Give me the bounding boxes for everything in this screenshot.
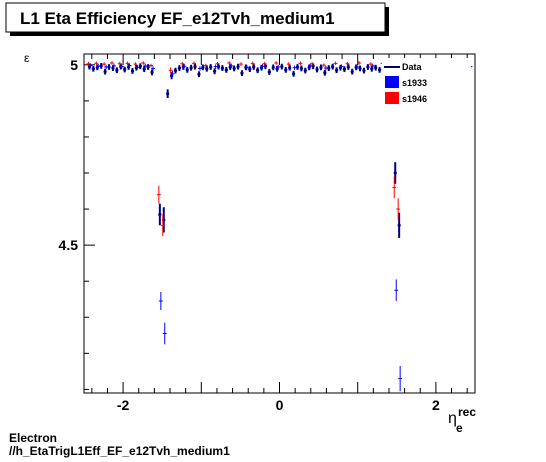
data-point xyxy=(138,64,142,68)
data-point xyxy=(248,67,252,71)
data-point xyxy=(91,67,95,71)
data-point xyxy=(150,70,154,74)
data-point xyxy=(197,72,201,76)
data-point xyxy=(331,65,335,69)
data-point xyxy=(256,68,260,72)
data-point xyxy=(327,66,331,70)
data-point xyxy=(224,68,228,72)
legend-label-s1933: s1933 xyxy=(402,78,427,88)
footer-line-1: Electron xyxy=(9,431,58,445)
data-point xyxy=(334,68,339,72)
data-point xyxy=(271,65,275,69)
data-point xyxy=(212,69,217,73)
data-point xyxy=(397,223,401,227)
data-point xyxy=(236,65,240,69)
data-point xyxy=(232,66,236,71)
data-point xyxy=(205,67,209,71)
axes: -2 0 2 4.5 5 xyxy=(59,54,468,413)
data-point xyxy=(209,65,213,69)
data-point xyxy=(115,68,119,72)
footer-line-2: //h_EtaTrigL1Eff_EF_e12Tvh_medium1 xyxy=(9,444,230,458)
data-point xyxy=(299,66,303,71)
data-point xyxy=(342,67,347,71)
data-point xyxy=(158,212,162,217)
data-marks xyxy=(86,61,473,392)
data-point xyxy=(284,68,288,72)
x-axis-label: η rec e xyxy=(448,405,476,435)
data-point xyxy=(280,65,284,69)
x-axis-label-main: η xyxy=(448,410,457,427)
data-point xyxy=(185,68,189,72)
data-point xyxy=(346,65,350,69)
legend-label-data: Data xyxy=(402,62,423,72)
data-point xyxy=(130,69,135,73)
data-point xyxy=(295,65,300,69)
data-point xyxy=(319,65,323,69)
y-tick-label: 5 xyxy=(70,57,78,73)
data-point xyxy=(358,66,362,71)
data-point xyxy=(393,171,397,175)
plot-title: L1 Eta Efficiency EF_e12Tvh_medium1 xyxy=(20,9,335,28)
data-point xyxy=(220,66,225,70)
x-tick-label: 2 xyxy=(432,397,440,413)
data-point xyxy=(193,65,197,69)
legend-marker-s1933 xyxy=(385,76,399,88)
data-point xyxy=(374,66,378,70)
data-point xyxy=(189,66,193,70)
data-point xyxy=(362,68,366,73)
title-box xyxy=(5,2,386,33)
data-point xyxy=(216,65,221,69)
data-point xyxy=(303,68,307,73)
data-point xyxy=(142,67,146,71)
legend: Data s1933 s1946 xyxy=(382,58,471,113)
y-tick-label: 4.5 xyxy=(59,237,79,253)
x-axis-label-sub: e xyxy=(456,421,463,435)
data-point xyxy=(146,65,150,69)
data-point xyxy=(166,92,170,96)
y-axis-label: ε xyxy=(24,51,30,65)
data-point xyxy=(177,66,182,70)
legend-label-s1946: s1946 xyxy=(402,94,427,104)
data-point xyxy=(107,65,111,69)
x-tick-label: -2 xyxy=(117,397,130,413)
data-point xyxy=(252,65,256,69)
data-point xyxy=(350,70,354,74)
data-point xyxy=(377,68,382,72)
data-point xyxy=(366,65,370,69)
x-axis-label-sup: rec xyxy=(458,405,476,419)
legend-marker-s1946 xyxy=(385,92,399,104)
data-point xyxy=(323,71,327,75)
data-point xyxy=(240,71,244,75)
data-point xyxy=(315,67,319,72)
data-point xyxy=(173,68,178,73)
data-point xyxy=(123,67,127,72)
data-point xyxy=(288,66,292,70)
data-point xyxy=(267,70,271,74)
data-point xyxy=(99,64,103,68)
x-tick-label: 0 xyxy=(276,397,284,413)
data-point xyxy=(291,72,296,76)
series-s1946 xyxy=(86,61,467,237)
data-point xyxy=(103,70,107,74)
data-point xyxy=(201,65,205,69)
